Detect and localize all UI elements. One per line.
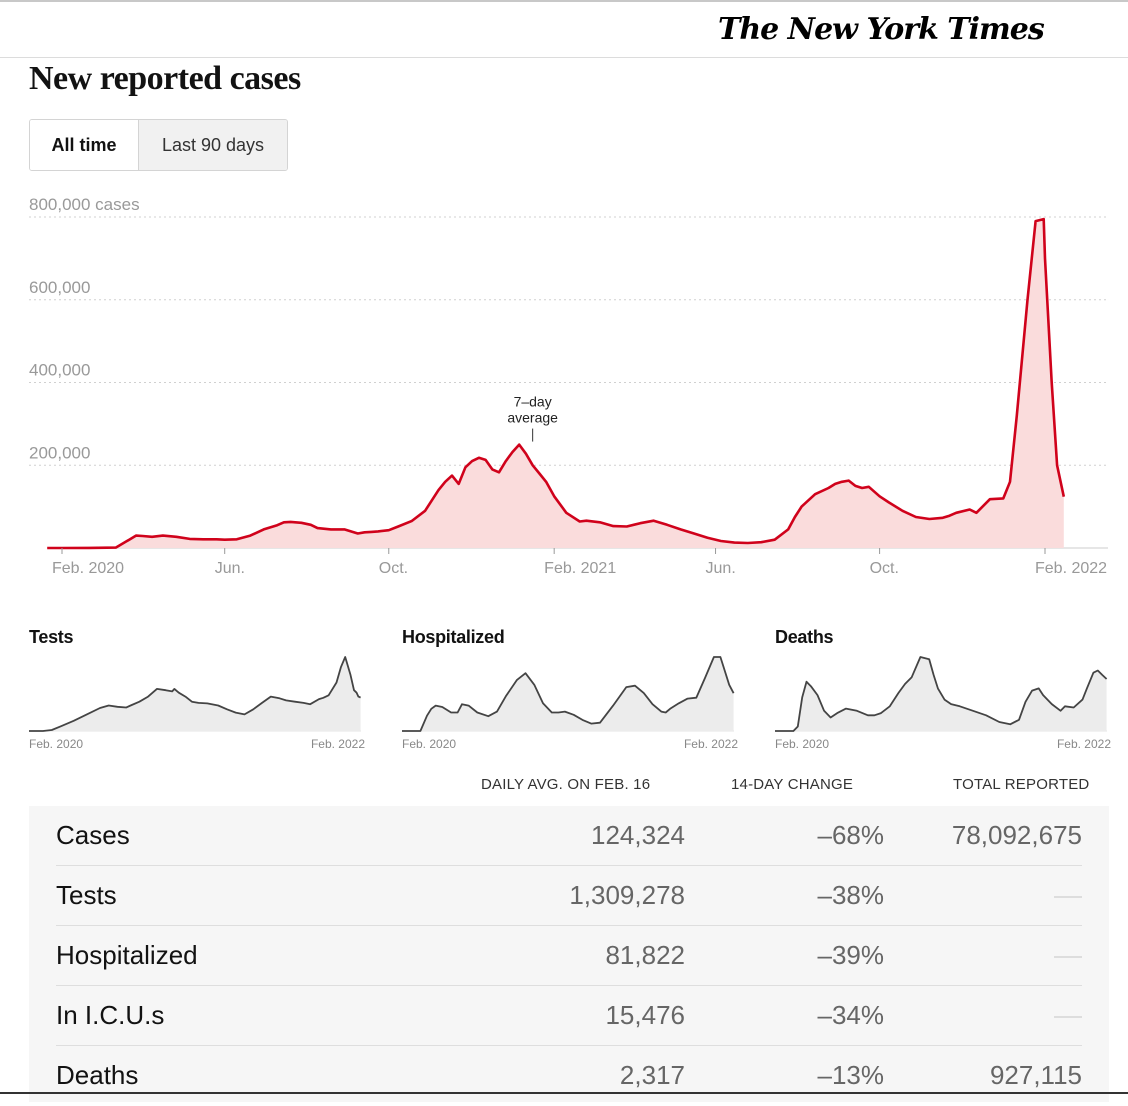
x-tick-label: Feb. 2021 — [544, 560, 616, 577]
deaths-x-end: Feb. 2022 — [1056, 737, 1111, 751]
x-tick-label: Oct. — [870, 560, 899, 577]
sparkline-area — [402, 657, 734, 731]
row-label: In I.C.U.s — [56, 1000, 165, 1030]
tests-x-end: Feb. 2022 — [310, 737, 365, 751]
change-value: –68% — [817, 820, 885, 850]
deaths-mini-chart-title: Deaths — [775, 627, 834, 647]
change-value: –34% — [817, 1000, 885, 1030]
total-value: 78,092,675 — [951, 820, 1082, 850]
daily-avg-value: 2,317 — [619, 1060, 685, 1090]
sparkline-line — [402, 656, 735, 732]
hospitalized-mini-chart: Hospitalized Feb. 2020 Feb. 2022 — [402, 625, 738, 755]
change-value: –38% — [817, 880, 885, 910]
daily-avg-value: 15,476 — [605, 1000, 685, 1030]
cases-chart: 800,000 cases 600,000 400,000 200,000 Feb. 2… — [29, 195, 1108, 577]
tests-sparkline — [29, 656, 361, 732]
annotation-label-line1: 7–day — [514, 394, 552, 410]
row-label: Tests — [56, 880, 117, 910]
nyt-logo[interactable]: The New York Times — [718, 12, 1045, 47]
time-range-toggle: All time Last 90 days — [29, 119, 288, 171]
table-row-hospitalized: Hospitalized 81,822 –39% — [56, 926, 1082, 986]
no-data-dash — [1054, 956, 1082, 958]
no-data-dash — [1054, 896, 1082, 898]
tests-mini-chart-title: Tests — [29, 627, 74, 647]
site-header: The New York Times — [0, 0, 1128, 58]
cases-line — [47, 217, 1066, 550]
tests-x-start: Feb. 2020 — [29, 737, 84, 751]
table-row-tests: Tests 1,309,278 –38% — [56, 866, 1082, 926]
total-value: 927,115 — [989, 1060, 1082, 1090]
hospitalized-x-start: Feb. 2020 — [402, 737, 457, 751]
table-row-icu: In I.C.U.s 15,476 –34% — [56, 986, 1082, 1046]
sparkline-line — [29, 656, 361, 732]
hospitalized-x-end: Feb. 2022 — [683, 737, 738, 751]
row-label: Deaths — [56, 1060, 139, 1090]
y-tick-label: 800,000 cases — [29, 195, 140, 214]
x-tick-label: Feb. 2022 — [1035, 560, 1107, 577]
daily-avg-value: 81,822 — [605, 940, 685, 970]
x-tick-label: Jun. — [706, 560, 736, 577]
x-tick-label: Feb. 2020 — [52, 560, 124, 577]
daily-avg-value: 1,309,278 — [569, 880, 685, 910]
column-header-daily-avg: DAILY AVG. ON FEB. 16 — [481, 776, 651, 793]
tests-mini-chart: Tests Feb. 2020 Feb. 2022 — [29, 625, 365, 755]
row-label: Cases — [56, 820, 130, 850]
x-tick-label: Jun. — [215, 560, 245, 577]
viewport-bottom-border — [0, 1092, 1128, 1094]
no-data-dash — [1054, 1016, 1082, 1018]
page-title: New reported cases — [29, 60, 301, 97]
summary-table: Cases 124,324 –68% 78,092,675 Tests 1,30… — [29, 806, 1109, 1102]
change-value: –13% — [817, 1060, 885, 1090]
table-row-cases: Cases 124,324 –68% 78,092,675 — [56, 806, 1082, 866]
sparkline-area — [29, 657, 361, 731]
column-header-14-day-change: 14-DAY CHANGE — [731, 776, 854, 793]
x-tick-label: Oct. — [379, 560, 408, 577]
daily-avg-value: 124,324 — [591, 820, 685, 850]
y-tick-label: 400,000 — [29, 361, 90, 380]
toggle-all-time[interactable]: All time — [30, 120, 138, 170]
change-value: –39% — [817, 940, 885, 970]
row-label: Hospitalized — [56, 940, 198, 970]
sparkline-line — [775, 656, 1108, 732]
cases-area — [47, 219, 1064, 548]
y-tick-label: 600,000 — [29, 278, 90, 297]
deaths-x-start: Feb. 2020 — [775, 737, 830, 751]
deaths-mini-chart: Deaths Feb. 2020 Feb. 2022 — [775, 625, 1111, 755]
annotation-label-line2: average — [507, 410, 558, 426]
toggle-last-90-days[interactable]: Last 90 days — [138, 120, 287, 170]
hospitalized-sparkline — [402, 656, 735, 732]
hospitalized-mini-chart-title: Hospitalized — [402, 627, 505, 647]
column-header-total-reported: TOTAL REPORTED — [953, 776, 1090, 793]
table-row-deaths: Deaths 2,317 –13% 927,115 — [56, 1046, 1082, 1106]
y-tick-label: 200,000 — [29, 443, 90, 462]
deaths-sparkline — [775, 656, 1108, 732]
